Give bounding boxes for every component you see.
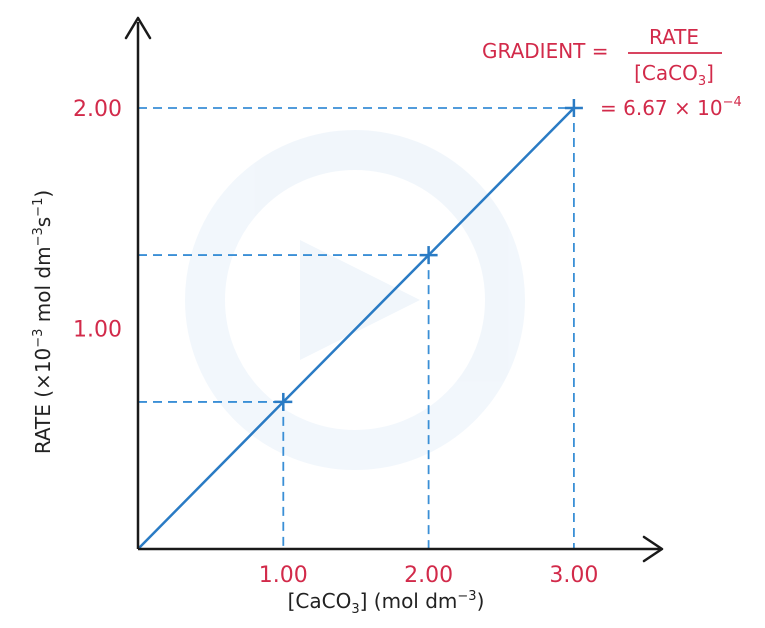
y-tick-labels: 1.00 2.00 <box>73 97 122 343</box>
x-tick-labels: 1.00 2.00 3.00 <box>259 563 599 588</box>
gradient-lhs: GRADIENT = <box>482 39 609 63</box>
y-tick-label-2: 2.00 <box>73 97 122 122</box>
x-axis-arrow-icon <box>642 535 664 563</box>
watermark-logo <box>185 130 525 470</box>
y-tick-label-1: 1.00 <box>73 318 122 343</box>
gradient-result: = 6.67 × 10−4 <box>600 95 742 120</box>
gradient-annotation: GRADIENT = RATE [CaCO3] = 6.67 × 10−4 <box>482 25 742 120</box>
y-axis-arrow-icon <box>124 16 152 40</box>
x-tick-label-1: 1.00 <box>259 563 308 588</box>
x-tick-label-2: 2.00 <box>404 563 453 588</box>
gradient-denominator: [CaCO3] <box>634 61 714 89</box>
data-point-2 <box>419 246 438 265</box>
guide-lines <box>138 107 575 549</box>
gradient-numerator: RATE <box>649 25 699 49</box>
x-axis-label: [CaCO3] (mol dm−3) <box>288 589 485 617</box>
y-axis-label: RATE (×10−3 mol dm−3s−1) <box>31 190 55 454</box>
series-line-group <box>137 107 575 550</box>
data-point-1 <box>274 392 293 411</box>
series-line-1 <box>137 107 575 550</box>
data-point-markers <box>274 99 583 411</box>
x-tick-label-3: 3.00 <box>549 563 598 588</box>
data-point-3 <box>564 99 583 117</box>
